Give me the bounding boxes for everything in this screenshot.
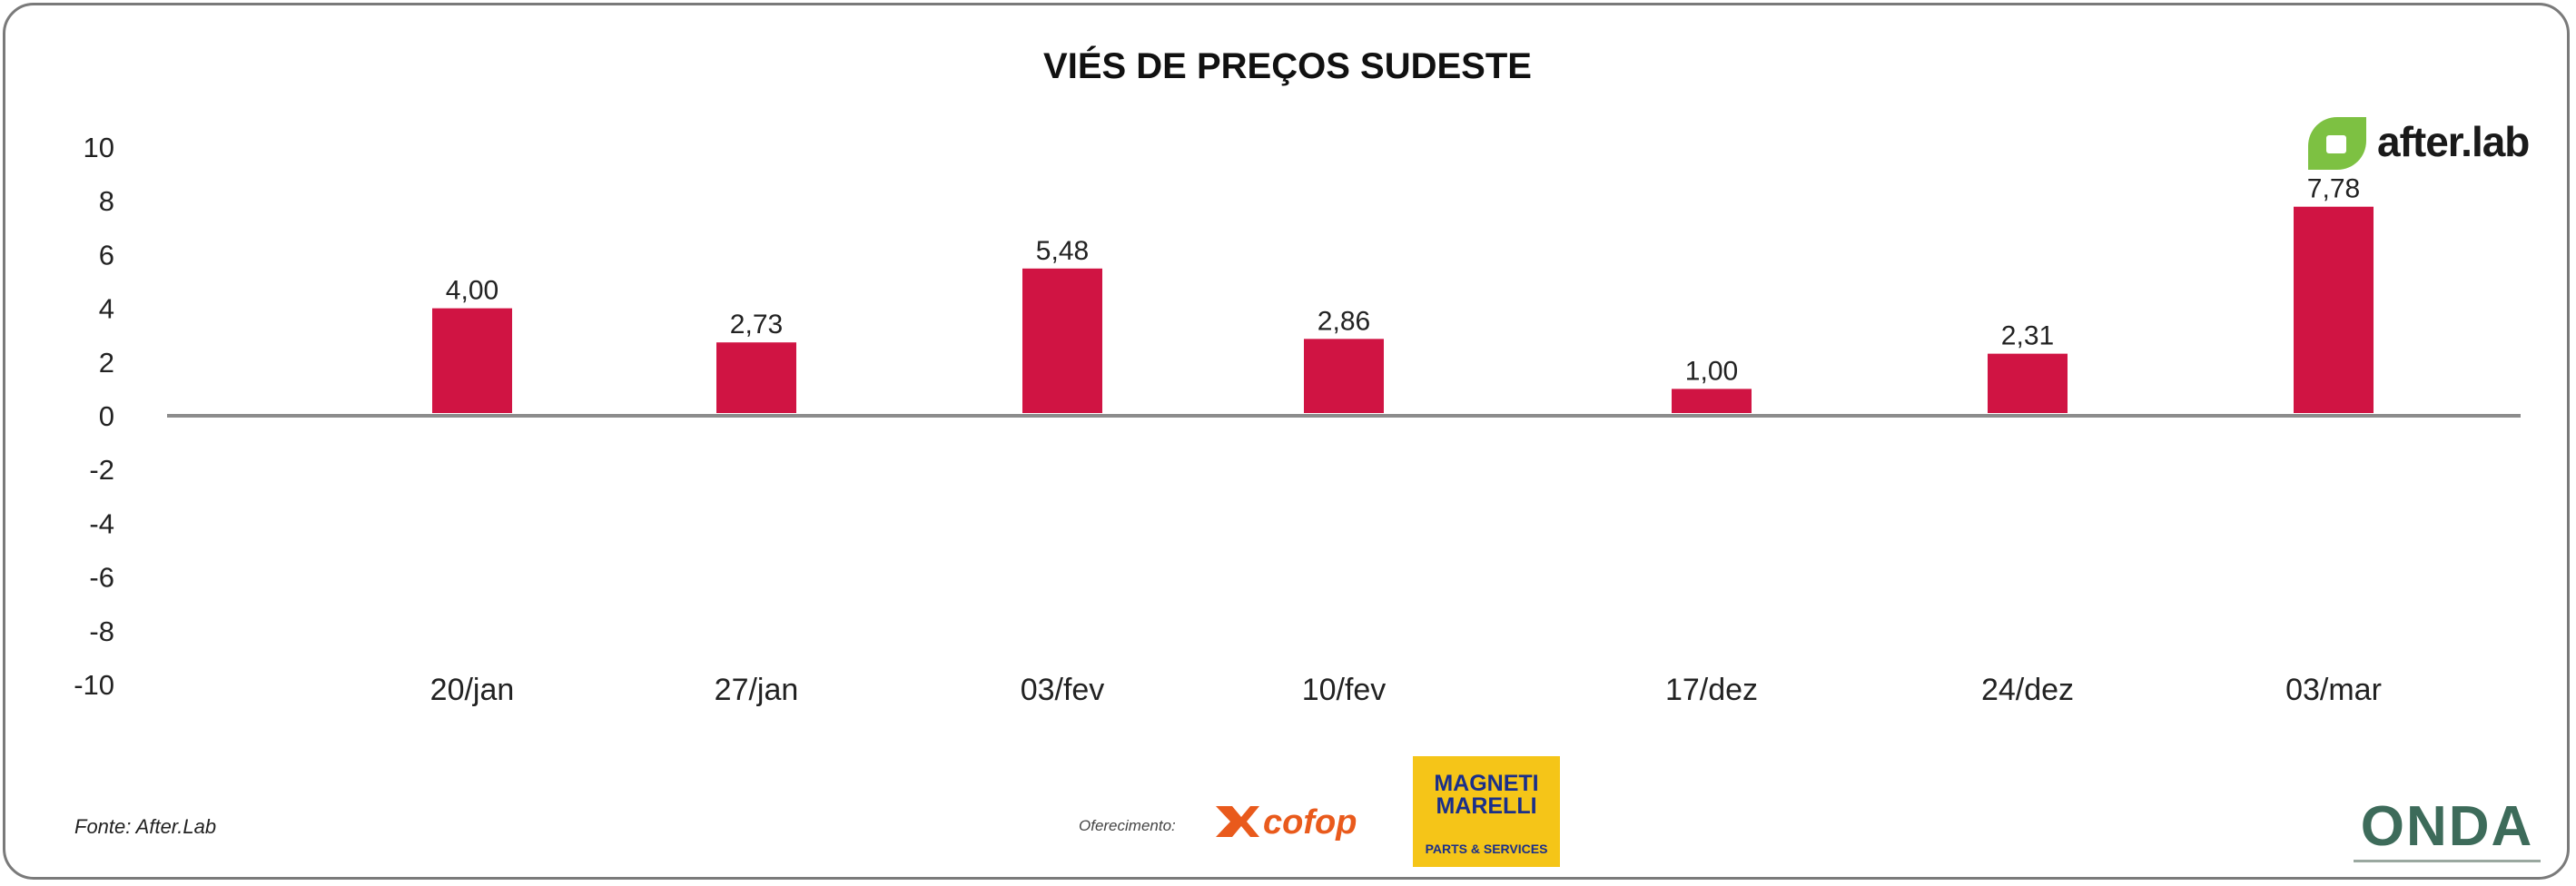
bar bbox=[1022, 268, 1102, 413]
x-tick-label: 20/jan bbox=[430, 673, 515, 707]
y-tick-label: 8 bbox=[99, 185, 114, 217]
bar bbox=[432, 308, 512, 413]
data-label: 2,73 bbox=[730, 310, 783, 340]
bar bbox=[2294, 206, 2374, 413]
magneti-marelli-logo: MAGNETI MARELLI PARTS & SERVICES bbox=[1413, 756, 1560, 867]
data-label: 1,00 bbox=[1685, 356, 1738, 386]
bar bbox=[1304, 339, 1384, 413]
y-tick-label: 4 bbox=[99, 293, 114, 325]
sponsor-label: Oferecimento: bbox=[1079, 817, 1176, 834]
onda-logo: ONDA bbox=[2352, 799, 2542, 868]
onda-underline-icon bbox=[2354, 860, 2541, 862]
y-tick-label: 0 bbox=[99, 400, 114, 432]
bar bbox=[1988, 353, 2068, 413]
bar bbox=[1672, 389, 1752, 413]
x-tick-label: 27/jan bbox=[715, 673, 799, 707]
data-label: 2,86 bbox=[1318, 306, 1370, 336]
afterlab-logo: after.lab bbox=[2305, 113, 2559, 173]
cofop-logo: cofop bbox=[1212, 799, 1385, 844]
data-label: 5,48 bbox=[1036, 236, 1089, 266]
afterlab-leaf-icon bbox=[2308, 117, 2366, 170]
x-tick-label: 10/fev bbox=[1302, 673, 1387, 707]
onda-wordmark: ONDA bbox=[2360, 795, 2534, 858]
y-tick-label: -2 bbox=[89, 454, 114, 486]
y-tick-label: 10 bbox=[84, 132, 114, 163]
data-label: 7,78 bbox=[2307, 174, 2360, 204]
y-tick-label: -10 bbox=[74, 669, 114, 701]
data-labels: 4,00 2,73 5,48 2,86 1,00 2,31 7,78 bbox=[446, 174, 2360, 387]
x-tick-label: 03/mar bbox=[2285, 673, 2382, 707]
y-tick-label: 2 bbox=[99, 347, 114, 379]
bar bbox=[716, 342, 796, 413]
data-label: 4,00 bbox=[446, 276, 498, 306]
y-tick-label: -6 bbox=[89, 562, 114, 594]
y-tick-label: -4 bbox=[89, 507, 114, 539]
chart-frame bbox=[3, 3, 2570, 880]
y-tick-label: -8 bbox=[89, 615, 114, 647]
data-label: 2,31 bbox=[2001, 321, 2054, 351]
y-tick-label: 6 bbox=[99, 239, 114, 271]
x-tick-label: 03/fev bbox=[1021, 673, 1105, 707]
chart-title: VIÉS DE PREÇOS SUDESTE bbox=[1043, 45, 1532, 86]
magneti-marelli-wordmark: MAGNETI MARELLI bbox=[1434, 771, 1539, 819]
source-note: Fonte: After.Lab bbox=[74, 815, 217, 838]
x-tick-label: 24/dez bbox=[1981, 673, 2074, 707]
x-axis-ticks: 20/jan 27/jan 03/fev 10/fev 17/dez 24/dez 03/m… bbox=[430, 673, 2382, 707]
afterlab-wordmark: after.lab bbox=[2377, 118, 2530, 165]
y-axis-ticks: 10 8 6 4 2 0 -2 -4 -6 -8 -10 bbox=[74, 132, 114, 701]
x-tick-label: 17/dez bbox=[1665, 673, 1758, 707]
magneti-marelli-tagline: PARTS & SERVICES bbox=[1425, 842, 1548, 856]
bars bbox=[432, 206, 2374, 413]
cofop-wordmark: cofop bbox=[1263, 803, 1357, 842]
